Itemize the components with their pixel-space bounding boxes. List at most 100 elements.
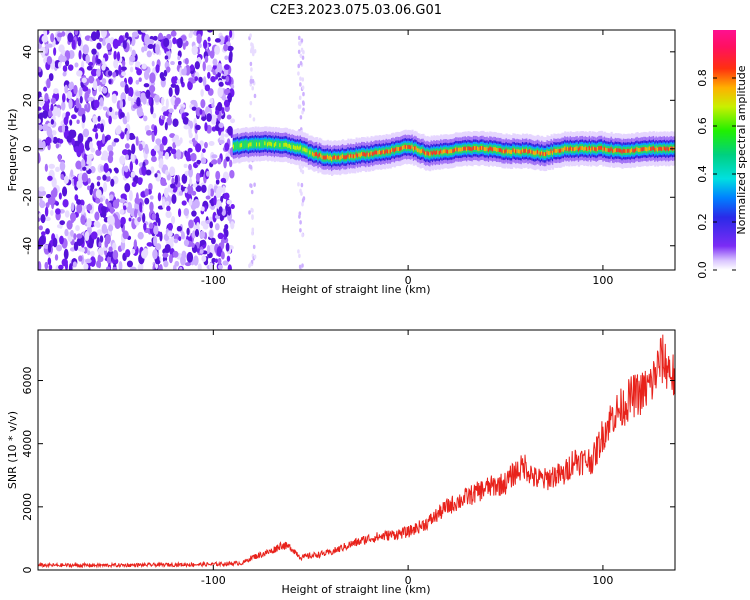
heatmap-cell	[45, 228, 50, 235]
heatmap-cell	[665, 147, 668, 152]
heatmap-cell	[101, 223, 108, 235]
heatmap-cell	[298, 264, 302, 270]
heatmap-cell	[38, 261, 42, 270]
heatmap-cell	[149, 195, 154, 200]
heatmap-cell	[625, 149, 628, 153]
heatmap-cell	[486, 146, 489, 151]
figure-title: C2E3.2023.075.03.06.G01	[270, 3, 442, 18]
heatmap-cell	[222, 185, 226, 194]
heatmap-cell	[333, 155, 336, 160]
heatmap-cell	[149, 72, 156, 84]
heatmap-cell	[75, 160, 82, 170]
heatmap-cell	[613, 149, 616, 153]
heatmap-cell	[553, 148, 556, 153]
heatmap-cell	[268, 141, 271, 146]
heatmap-cell	[75, 97, 80, 109]
heatmap-cell	[60, 173, 65, 180]
heatmap-cell	[200, 98, 206, 109]
heatmap-cell	[332, 155, 335, 160]
spectrogram-frame	[37, 29, 676, 271]
heatmap-cell	[545, 152, 548, 157]
heatmap-cell	[38, 152, 41, 164]
heatmap-cell	[568, 147, 571, 152]
heatmap-cell	[322, 155, 325, 160]
heatmap-cell	[377, 150, 380, 155]
heatmap-cell	[249, 33, 252, 38]
heatmap-cell	[195, 143, 202, 153]
heatmap-cell	[150, 148, 157, 157]
heatmap-cell	[180, 231, 185, 240]
heatmap-cell	[206, 124, 212, 134]
heatmap-cell	[135, 91, 141, 97]
heatmap-cell	[82, 44, 90, 55]
heatmap-cell	[251, 227, 255, 232]
heatmap-cell	[209, 229, 214, 239]
heatmap-cell	[182, 42, 186, 50]
heatmap-cell	[93, 221, 97, 227]
heatmap-cell	[194, 229, 200, 238]
heatmap-cell	[141, 249, 148, 259]
heatmap-cell	[87, 136, 93, 143]
heatmap-cell	[172, 250, 179, 258]
heatmap-cell	[491, 147, 495, 152]
heatmap-cell	[70, 229, 74, 237]
heatmap-cell	[112, 71, 117, 78]
heatmap-cell	[587, 147, 590, 152]
heatmap-cell	[206, 113, 212, 122]
heatmap-cell	[136, 68, 143, 76]
heatmap-cell	[201, 184, 207, 193]
heatmap-cell	[48, 110, 52, 118]
heatmap-cell	[76, 119, 80, 124]
heatmap-cell	[445, 149, 448, 154]
heatmap-cell	[517, 149, 520, 154]
heatmap-cell	[166, 66, 171, 73]
heatmap-cell	[172, 37, 177, 45]
heatmap-cell	[130, 171, 136, 178]
heatmap-cell	[373, 151, 376, 156]
heatmap-cell	[217, 232, 224, 240]
heatmap-cell	[130, 135, 136, 140]
heatmap-cell	[301, 110, 304, 115]
heatmap-cell	[513, 148, 516, 153]
heatmap-cell	[108, 115, 112, 125]
heatmap-cell	[129, 161, 133, 172]
heatmap-cell	[180, 76, 184, 85]
heatmap-cell	[178, 191, 183, 196]
heatmap-cell	[201, 148, 206, 153]
heatmap-cell	[108, 150, 114, 157]
heatmap-cell	[480, 145, 484, 150]
heatmap-cell	[218, 81, 224, 87]
heatmap-cell	[442, 149, 445, 154]
heatmap-cell	[298, 164, 302, 170]
heatmap-cell	[162, 111, 169, 117]
heatmap-cell	[464, 146, 467, 151]
heatmap-cell	[659, 146, 662, 151]
heatmap-cell	[230, 84, 235, 90]
y-tick-label: 0	[21, 145, 34, 152]
heatmap-cell	[330, 157, 334, 161]
heatmap-cell	[265, 141, 268, 146]
heatmap-cell	[48, 264, 53, 270]
heatmap-cell	[61, 31, 66, 37]
heatmap-cell	[204, 84, 211, 92]
heatmap-cell	[419, 149, 422, 154]
heatmap-cell	[160, 76, 166, 82]
heatmap-cell	[248, 263, 251, 269]
heatmap-cell	[538, 150, 541, 155]
heatmap-cell	[87, 185, 91, 191]
heatmap-cell	[43, 102, 50, 111]
heatmap-cell	[315, 152, 319, 156]
heatmap-cell	[606, 147, 609, 152]
heatmap-cell	[143, 69, 150, 81]
heatmap-cell	[592, 146, 595, 151]
heatmap-cell	[294, 145, 297, 150]
heatmap-cell	[629, 149, 632, 154]
heatmap-cell	[160, 181, 168, 186]
heatmap-cell	[605, 147, 608, 152]
heatmap-cell	[101, 208, 107, 218]
heatmap-cell	[253, 93, 257, 99]
heatmap-cell	[208, 244, 216, 255]
heatmap-cell	[367, 152, 370, 157]
heatmap-cell	[209, 221, 213, 229]
